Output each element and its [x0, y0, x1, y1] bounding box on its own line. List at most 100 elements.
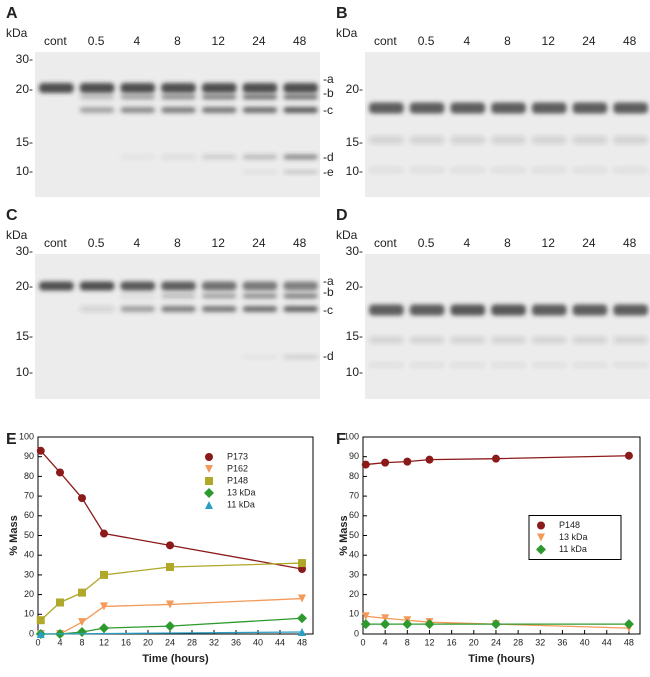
data-point	[298, 594, 306, 603]
lane-label: 4	[133, 34, 140, 48]
data-point	[78, 618, 86, 627]
legend-marker	[205, 465, 213, 473]
y-tick-label: 10	[24, 609, 34, 619]
gel-band	[201, 293, 237, 299]
lane-label: 0.5	[88, 34, 105, 48]
marker-label: 10-	[16, 164, 33, 178]
x-tick-label: 32	[209, 637, 219, 647]
band-label: -b	[323, 86, 334, 100]
gel-band	[120, 281, 156, 291]
gel-band	[613, 102, 648, 114]
gel-band	[283, 355, 318, 359]
gel-band	[201, 107, 237, 113]
x-tick-label: 48	[297, 637, 307, 647]
x-tick-label: 16	[121, 637, 131, 647]
y-tick-label: 80	[349, 471, 359, 481]
gel-band	[120, 107, 156, 113]
marker-label: 10-	[346, 164, 363, 178]
x-tick-label: 28	[187, 637, 197, 647]
gel-band	[491, 363, 526, 367]
lane-label: 8	[174, 236, 181, 250]
lane-label: 48	[293, 34, 307, 48]
gel-band	[450, 136, 486, 144]
legend-marker	[537, 533, 545, 542]
gel-band	[161, 154, 196, 160]
gel-band	[283, 170, 318, 174]
legend-box	[528, 515, 622, 560]
lane-label: 12	[542, 34, 556, 48]
legend-label: 11 kDa	[559, 544, 587, 554]
gel-band	[120, 94, 156, 100]
x-tick-label: 16	[447, 637, 457, 647]
x-tick-label: 44	[275, 637, 285, 647]
gel-band	[613, 168, 648, 172]
data-point	[100, 529, 108, 538]
gel-band	[242, 293, 278, 299]
gel-band	[120, 154, 156, 160]
data-point	[56, 598, 64, 607]
data-point	[165, 621, 175, 632]
gel-band	[572, 102, 608, 114]
data-point	[624, 451, 633, 460]
gel-band	[79, 83, 115, 93]
lane-label: 24	[252, 34, 266, 48]
marker-label: 20-	[16, 279, 33, 293]
gel-band	[450, 102, 486, 114]
data-point	[361, 612, 370, 621]
lane-label: 48	[623, 34, 637, 48]
gel-band	[491, 102, 526, 114]
data-point	[424, 619, 435, 630]
data-point	[490, 619, 501, 630]
gel-band	[572, 168, 608, 172]
gel-band	[201, 83, 237, 93]
marker-label: 15-	[346, 135, 363, 149]
y-tick-label: 60	[349, 510, 359, 520]
series-line	[40, 631, 303, 635]
x-tick-label: 0	[360, 637, 365, 647]
x-tick-label: 48	[624, 637, 634, 647]
data-point	[77, 627, 87, 638]
unit-label: kDa	[6, 228, 28, 242]
y-tick-label: 10	[349, 609, 359, 619]
legend-marker	[205, 453, 213, 461]
gel-band	[491, 168, 526, 172]
lane-label: cont	[374, 236, 397, 250]
data-point	[402, 619, 413, 630]
gel-band	[120, 306, 156, 312]
gel-band	[450, 336, 486, 344]
gel-band	[369, 363, 404, 367]
gel-band	[201, 154, 237, 160]
data-point	[100, 602, 108, 611]
gel-band	[242, 94, 278, 100]
marker-label: 20-	[346, 279, 363, 293]
data-point	[166, 563, 174, 572]
gel-band	[201, 306, 237, 312]
y-tick-label: 40	[349, 550, 359, 560]
gel-band	[242, 154, 278, 160]
y-tick-label: 0	[354, 628, 359, 638]
gel-band	[409, 304, 445, 316]
band-label: -e	[323, 165, 334, 179]
y-tick-label: 60	[24, 510, 34, 520]
unit-label: kDa	[6, 26, 28, 40]
data-point	[36, 446, 45, 455]
gel-band	[531, 136, 567, 144]
marker-label: 20-	[16, 82, 33, 96]
data-point	[36, 616, 45, 625]
x-tick-label: 12	[99, 637, 109, 647]
data-point	[381, 614, 390, 623]
data-point	[380, 619, 391, 630]
data-point	[78, 588, 86, 597]
gel-band	[242, 83, 278, 93]
gel-band	[409, 336, 445, 344]
data-point	[78, 494, 86, 503]
gel-band	[491, 304, 526, 316]
gel-band	[283, 154, 318, 160]
data-point	[100, 570, 108, 579]
gel-band	[450, 168, 486, 172]
gel-band	[242, 306, 278, 312]
x-axis-label: Time (hours)	[142, 653, 209, 665]
lane-label: 8	[174, 34, 181, 48]
x-tick-label: 24	[165, 637, 175, 647]
lane-label: 24	[252, 236, 266, 250]
